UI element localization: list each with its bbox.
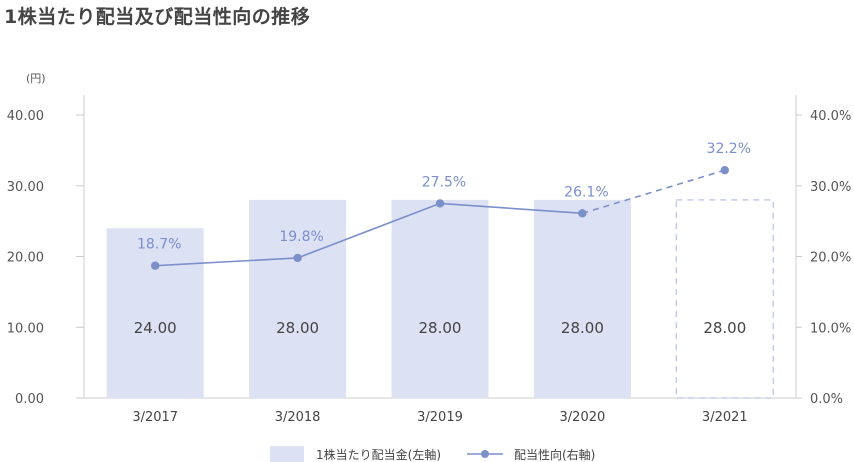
legend: 1株当たり配当金(左軸) 配当性向(右軸) — [270, 446, 595, 462]
line-value-label: 27.5% — [422, 174, 466, 190]
right-tick-label: 10.0% — [810, 321, 851, 336]
left-tick-label: 30.00 — [7, 180, 44, 195]
x-tick-label: 3/2017 — [132, 410, 178, 425]
line-point — [435, 199, 445, 208]
line-point — [578, 209, 587, 218]
line-path — [155, 202, 583, 267]
bar-value-label: 28.00 — [419, 319, 462, 337]
legend-line-marker — [481, 450, 489, 458]
forecast-bar — [675, 199, 775, 399]
right-tick-label: 40.0% — [810, 109, 851, 124]
line-point — [720, 165, 729, 175]
bar-series — [106, 199, 775, 399]
legend-bar-label: 1株当たり配当金(左軸) — [316, 447, 441, 462]
left-axis-unit: (円) — [26, 72, 46, 85]
bar — [391, 199, 489, 398]
axes: 0.00 10.00 20.00 30.00 40.00 0.0% 10.0% 20.0% 30… — [7, 95, 851, 425]
line-value-label: 18.7% — [137, 237, 181, 253]
bar-value-label: 28.00 — [703, 319, 746, 337]
bar — [106, 228, 204, 398]
data-labels: 24.00 28.00 28.00 28.00 28.00 18.7% 19.8% 27.5%… — [134, 141, 751, 337]
x-tick-label: 3/2018 — [275, 410, 321, 425]
bar — [249, 199, 347, 398]
right-tick-label: 0.0% — [810, 392, 843, 407]
x-tick-label: 3/2019 — [417, 410, 463, 425]
right-tick-label: 20.0% — [810, 251, 851, 266]
right-tick-label: 30.0% — [810, 180, 851, 195]
legend-bar-swatch — [270, 446, 304, 462]
line-point — [151, 261, 160, 270]
left-tick-label: 20.00 — [7, 251, 44, 266]
legend-line-label: 配当性向(右軸) — [514, 447, 595, 462]
line-series — [151, 165, 729, 270]
x-tick-label: 3/2020 — [560, 410, 606, 425]
left-tick-label: 10.00 — [7, 321, 44, 336]
line-value-label: 26.1% — [564, 184, 608, 200]
x-tick-label: 3/2021 — [702, 410, 748, 425]
line-value-label: 32.2% — [707, 141, 751, 157]
bar-value-label: 28.00 — [561, 319, 604, 337]
left-tick-label: 0.00 — [15, 392, 44, 407]
bar-value-label: 28.00 — [276, 319, 319, 337]
forecast-line-path — [582, 169, 726, 215]
line-point — [293, 253, 302, 263]
line-value-label: 19.8% — [279, 229, 323, 245]
chart-title: 1株当たり配当及び配当性向の推移 — [4, 6, 311, 28]
bar-value-label: 24.00 — [134, 319, 177, 337]
bar — [533, 199, 631, 398]
left-tick-label: 40.00 — [7, 109, 44, 124]
